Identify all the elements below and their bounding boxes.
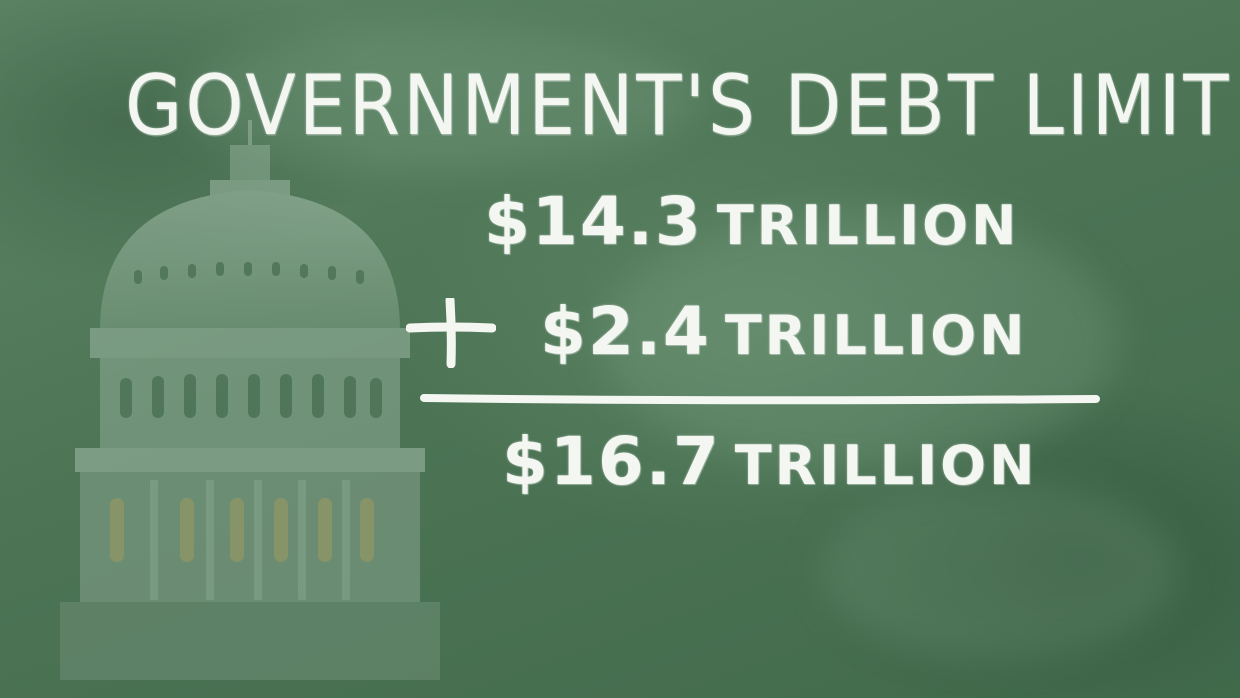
debt-limit-total-line: $16.7 TRILLION xyxy=(502,423,1037,500)
debt-limit-increase-line: $2.4 TRILLION xyxy=(540,293,1027,370)
amount-value: $16.7 xyxy=(502,423,721,500)
amount-value: $2.4 xyxy=(540,293,711,370)
debt-limit-original-line: $14.3 TRILLION xyxy=(484,183,1019,260)
chalk-smudge xyxy=(820,480,1180,660)
amount-unit: TRILLION xyxy=(716,194,1020,257)
capitol-dome-icon xyxy=(60,120,440,680)
amount-unit: TRILLION xyxy=(724,304,1028,367)
amount-unit: TRILLION xyxy=(734,434,1038,497)
chalk-smudge xyxy=(600,210,1120,470)
amount-value: $14.3 xyxy=(484,183,703,260)
page-title: GOVERNMENT'S DEBT LIMIT xyxy=(125,58,1232,155)
plus-sign-icon xyxy=(406,298,496,368)
sum-line-icon xyxy=(420,394,1100,405)
